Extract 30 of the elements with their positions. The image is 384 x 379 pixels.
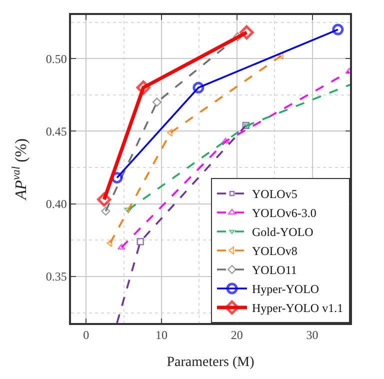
legend-label: Gold-YOLO	[252, 225, 314, 240]
point	[101, 206, 110, 216]
y-tick-label: 0.35	[46, 270, 67, 284]
point	[106, 239, 112, 248]
legend-label: YOLOv8	[252, 244, 298, 258]
y-tick-label: 0.45	[46, 124, 67, 138]
point	[117, 244, 126, 250]
point	[278, 52, 284, 60]
point	[166, 128, 173, 137]
x-axis-title: Parameters (M)	[166, 354, 255, 370]
legend-label: Hyper-YOLO	[252, 282, 320, 296]
point	[136, 238, 144, 246]
x-tick-label: 30	[306, 328, 318, 342]
legend-label: YOLOv5	[252, 187, 298, 202]
point	[240, 25, 254, 40]
legend-label: YOLOv6-3.0	[252, 206, 316, 220]
point	[152, 98, 162, 107]
point	[233, 32, 242, 42]
point	[97, 192, 112, 207]
point	[136, 80, 150, 95]
point	[222, 138, 230, 144]
x-tick-label: 0	[83, 328, 90, 342]
point	[192, 82, 204, 94]
legend-label: YOLO11	[252, 263, 297, 278]
point	[332, 24, 344, 36]
x-tick-label: 10	[155, 328, 168, 342]
x-tick-label: 20	[230, 328, 243, 342]
y-tick-label: 0.40	[46, 197, 67, 212]
legend-label: Hyper-YOLO v1.1	[252, 301, 344, 316]
y-tick-label: 0.50	[46, 52, 67, 66]
